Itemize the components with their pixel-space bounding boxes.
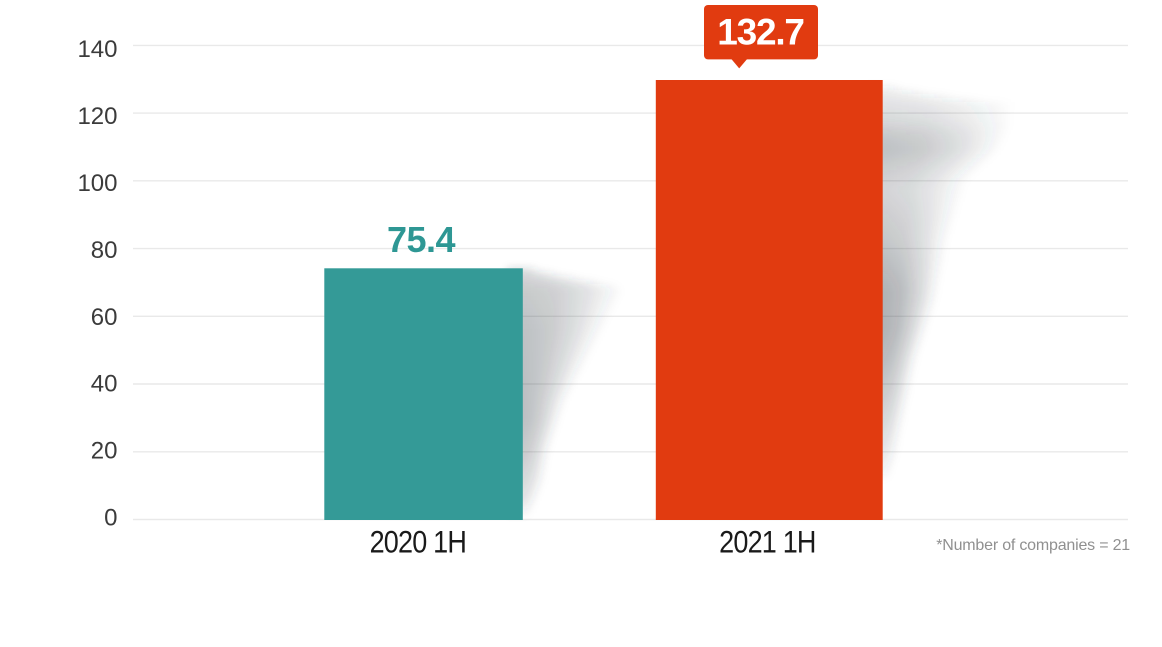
svg-text:2020 1H: 2020 1H xyxy=(370,525,466,560)
svg-text:132.7: 132.7 xyxy=(717,12,804,53)
svg-text:140: 140 xyxy=(77,36,117,63)
svg-text:60: 60 xyxy=(91,304,118,331)
svg-text:40: 40 xyxy=(91,371,118,398)
svg-text:75.4: 75.4 xyxy=(387,219,456,260)
svg-text:*Number of companies = 21: *Number of companies = 21 xyxy=(936,537,1130,554)
svg-text:80: 80 xyxy=(91,237,118,264)
svg-text:100: 100 xyxy=(77,170,117,197)
svg-text:120: 120 xyxy=(77,103,117,130)
svg-text:20: 20 xyxy=(91,438,118,465)
svg-text:0: 0 xyxy=(104,505,117,532)
svg-text:2021 1H: 2021 1H xyxy=(719,525,815,560)
